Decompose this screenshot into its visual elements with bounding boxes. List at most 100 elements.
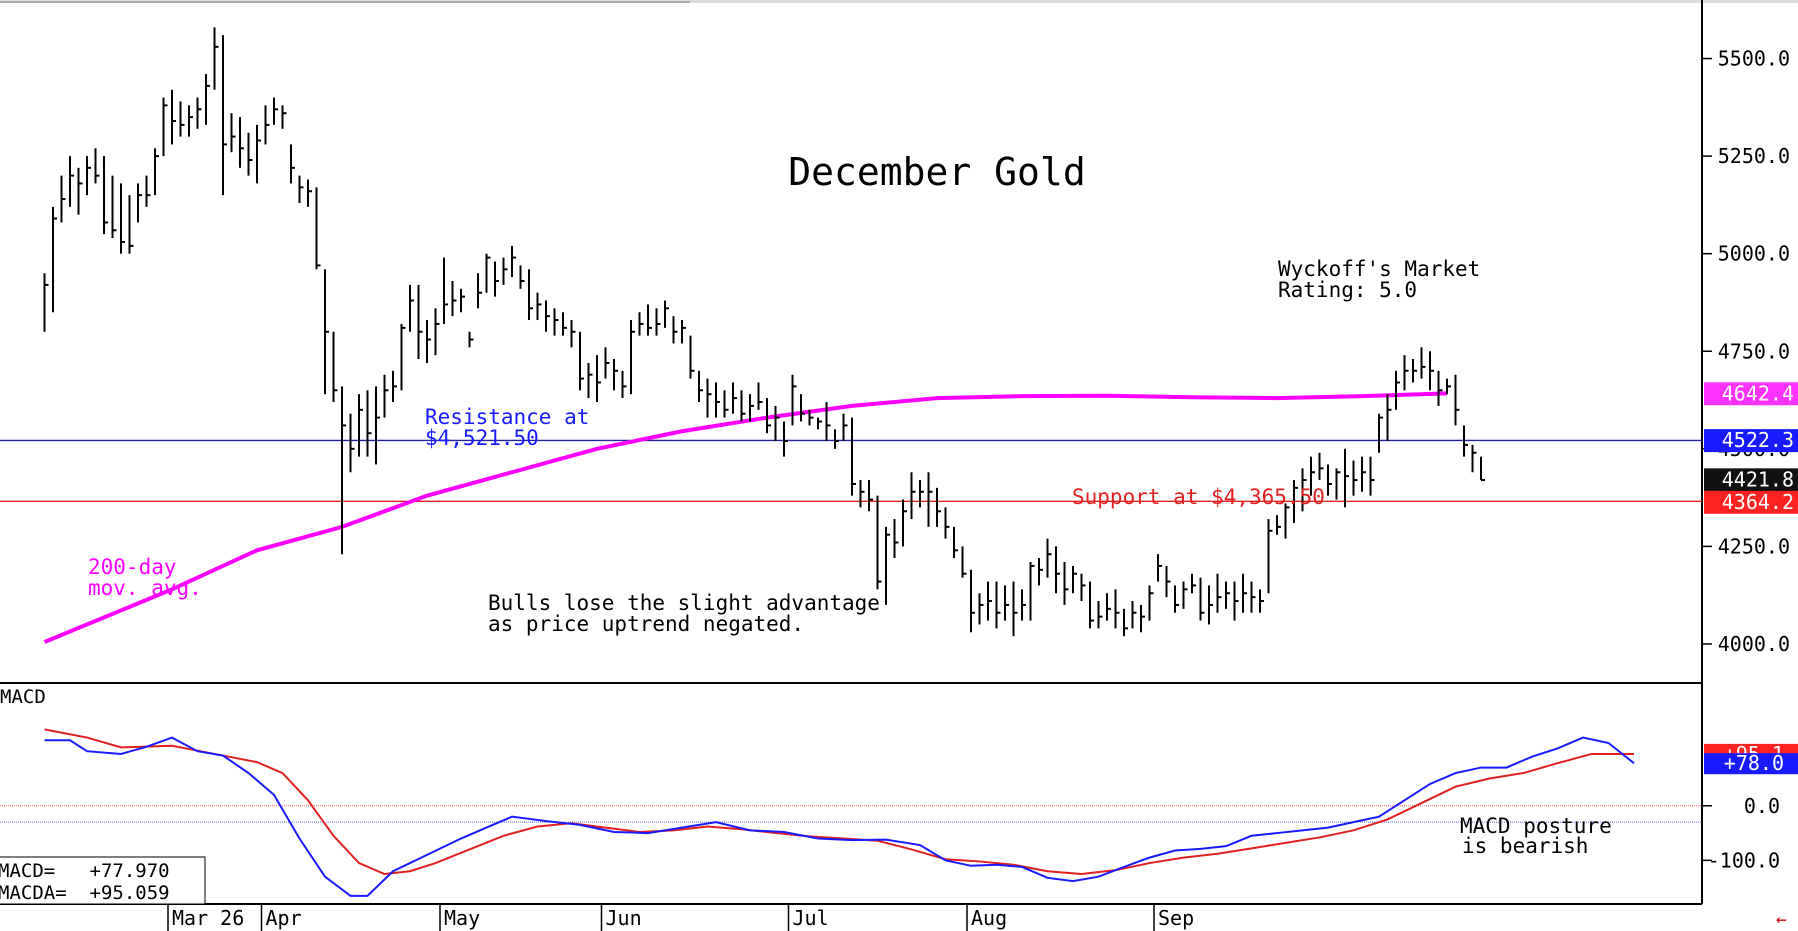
ohlc-bar bbox=[1446, 378, 1451, 395]
ohlc-bar bbox=[664, 300, 669, 328]
ohlc-bar bbox=[1199, 577, 1205, 621]
ohlc-bar bbox=[570, 320, 576, 348]
ohlc-bar bbox=[732, 382, 737, 414]
macd-tag-label: +78.0 bbox=[1724, 751, 1784, 775]
ohlc-bar bbox=[358, 394, 363, 457]
date-tick-label: Jun bbox=[606, 906, 642, 930]
ohlc-bar bbox=[451, 281, 457, 317]
ohlc-bar bbox=[1276, 515, 1281, 535]
ohlc-bar bbox=[536, 292, 542, 321]
ohlc-bar bbox=[655, 308, 661, 336]
ohlc-bar bbox=[443, 257, 448, 324]
ohlc-bar bbox=[1284, 503, 1290, 539]
date-tick-label: Jul bbox=[793, 906, 829, 930]
ohlc-bar bbox=[791, 374, 797, 426]
date-tick-label: Mar 26 bbox=[172, 906, 244, 930]
ohlc-bar bbox=[86, 156, 91, 196]
macd-tick-label: -100.0 bbox=[1708, 848, 1780, 872]
ohlc-bar bbox=[1157, 554, 1162, 582]
ohlc-bar bbox=[587, 362, 593, 399]
ohlc-bar bbox=[1233, 581, 1239, 621]
ohlc-bar bbox=[1055, 546, 1060, 594]
price-tag-box bbox=[1704, 490, 1798, 514]
ohlc-bar bbox=[1097, 601, 1103, 629]
ohlc-bar bbox=[366, 390, 372, 457]
ohlc-bar bbox=[392, 370, 397, 402]
price-tick-label: 5500.0 bbox=[1718, 47, 1790, 71]
ohlc-bar bbox=[825, 401, 831, 442]
ohlc-bar bbox=[383, 374, 389, 418]
price-tick-label: 5000.0 bbox=[1718, 242, 1790, 266]
market-rating: Wyckoff's Market Rating: 5.0 bbox=[1278, 257, 1493, 302]
ohlc-bar bbox=[553, 308, 559, 336]
ohlc-bar bbox=[613, 359, 618, 391]
ohlc-bar bbox=[1080, 573, 1086, 602]
ohlc-bar bbox=[485, 253, 491, 293]
date-tick-label: Sep bbox=[1158, 906, 1194, 930]
ohlc-bar bbox=[1352, 460, 1358, 496]
ohlc-bar bbox=[1378, 413, 1383, 453]
ohlc-bar bbox=[154, 148, 159, 196]
ohlc-bar bbox=[1072, 565, 1077, 594]
ohlc-bar bbox=[1021, 589, 1026, 621]
ohlc-bar bbox=[264, 105, 270, 145]
macd-posture-line-1: MACD posture bbox=[1460, 814, 1612, 838]
ohlc-bar bbox=[834, 429, 839, 449]
ohlc-bar bbox=[273, 97, 278, 125]
ohlc-bar bbox=[111, 175, 117, 239]
ohlc-bar bbox=[307, 179, 312, 207]
macd-readout-line-1: MACD= +77.970 bbox=[0, 860, 170, 882]
ohlc-bar bbox=[893, 519, 899, 559]
commentary-line-1: Bulls lose the slight advantage bbox=[488, 591, 880, 615]
scroll-left-icon[interactable]: ← bbox=[1776, 909, 1787, 930]
ohlc-bar bbox=[349, 413, 355, 473]
ohlc-bar bbox=[434, 308, 440, 356]
ohlc-bar bbox=[298, 175, 304, 203]
ohlc-bar bbox=[562, 312, 567, 336]
ohlc-bar bbox=[740, 390, 746, 422]
macd-posture-line-2: is bearish bbox=[1462, 834, 1588, 858]
moving-average-annotation: 200-day mov. avg. bbox=[88, 555, 202, 600]
ohlc-bar bbox=[817, 417, 822, 430]
ohlc-bar bbox=[137, 183, 142, 223]
price-tag-label: 4642.4 bbox=[1722, 381, 1794, 405]
ohlc-bar bbox=[689, 335, 695, 379]
ohlc-bar bbox=[1293, 480, 1298, 523]
ohlc-bar bbox=[723, 390, 729, 418]
ohlc-bar bbox=[579, 331, 584, 391]
ohlc-bar bbox=[1386, 394, 1392, 442]
ohlc-bar bbox=[902, 499, 907, 547]
price-tick-label: 4000.0 bbox=[1718, 632, 1790, 656]
ohlc-bar bbox=[876, 495, 882, 590]
price-tag-label: 4421.8 bbox=[1722, 467, 1794, 491]
ohlc-bar bbox=[987, 581, 992, 621]
ohlc-bar bbox=[1369, 456, 1375, 496]
ohlc-bar bbox=[621, 370, 627, 399]
ohlc-bar bbox=[1310, 456, 1315, 496]
ohlc-bar bbox=[715, 382, 720, 418]
ohlc-bar bbox=[1208, 585, 1213, 625]
ohlc-bar bbox=[1471, 444, 1477, 473]
ohlc-bar bbox=[120, 183, 125, 254]
ohlc-bar bbox=[936, 487, 941, 527]
ohlc-bar bbox=[868, 480, 873, 512]
ohlc-bar bbox=[1216, 573, 1222, 613]
ohlc-bar bbox=[851, 417, 856, 496]
ohlc-bar bbox=[1395, 370, 1400, 410]
ohlc-bar bbox=[859, 480, 865, 508]
ohlc-bar bbox=[1463, 425, 1468, 457]
support-annotation: Support at $4,365.50 bbox=[1072, 485, 1325, 509]
market-rating-line-1: Wyckoff's Market bbox=[1278, 257, 1480, 281]
ohlc-bar bbox=[1012, 581, 1018, 637]
ohlc-bar bbox=[213, 27, 219, 90]
ohlc-bar bbox=[808, 409, 814, 426]
plot-frames bbox=[0, 0, 1703, 905]
ohlc-bar bbox=[1267, 519, 1273, 594]
ohlc-bar bbox=[188, 105, 193, 137]
resistance-annotation-line-2: $4,521.50 bbox=[425, 426, 539, 450]
ohlc-bar bbox=[1327, 464, 1332, 496]
ohlc-bar bbox=[749, 394, 754, 422]
ohlc-bar bbox=[290, 144, 295, 184]
ohlc-bar bbox=[502, 257, 508, 285]
ohlc-bar bbox=[995, 581, 1001, 629]
